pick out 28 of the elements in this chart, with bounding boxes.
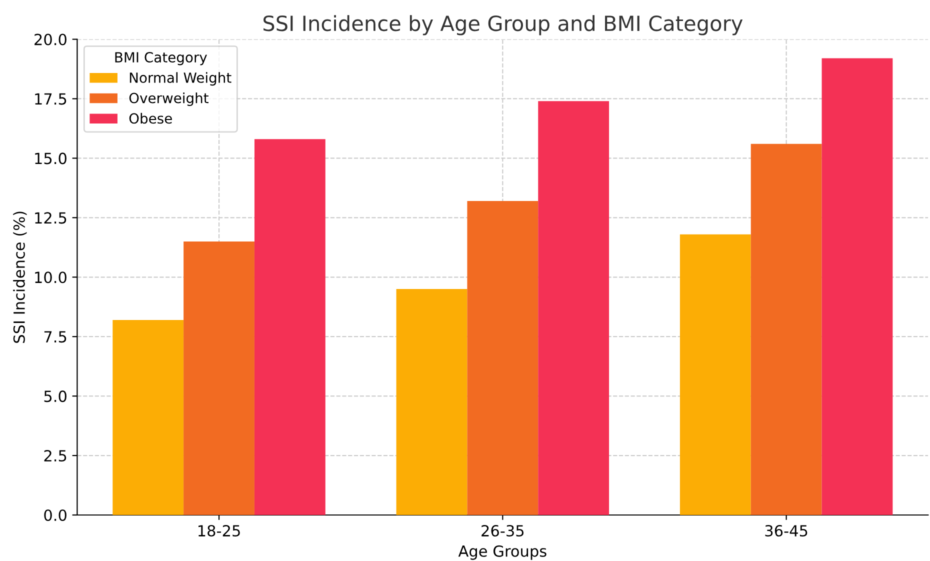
x-tick-label: 18-25 <box>198 524 240 537</box>
bar <box>112 320 184 515</box>
bar <box>396 289 468 515</box>
y-tick-label: 20.0 <box>34 34 66 46</box>
legend-title: BMI Category <box>115 52 207 66</box>
bar <box>750 144 822 515</box>
y-tick-label: 5.0 <box>44 390 66 402</box>
y-tick-label: 2.5 <box>44 450 66 462</box>
bar <box>467 201 538 515</box>
legend-label: Overweight <box>129 92 208 106</box>
y-tick-label: 17.5 <box>35 93 66 105</box>
bar <box>184 241 254 515</box>
legend-label: Obese <box>129 112 172 124</box>
bar <box>538 101 610 515</box>
bar <box>680 234 751 515</box>
y-tick-label: 7.5 <box>44 331 66 343</box>
x-tick-label: 36-45 <box>765 524 808 537</box>
x-tick-label: 26-35 <box>482 524 524 537</box>
bar <box>254 139 326 515</box>
y-axis-title: SSI Incidence (%) <box>13 212 27 343</box>
y-tick-label: 0.0 <box>44 509 66 522</box>
bar <box>822 58 893 515</box>
y-tick-label: 12.5 <box>35 212 66 224</box>
y-tick-label: 10.0 <box>35 272 66 284</box>
legend-label: Normal Weight <box>130 72 232 86</box>
x-axis-title: Age Groups <box>458 545 546 560</box>
y-tick-label: 15.0 <box>35 152 66 164</box>
chart-title: SSI Incidence by Age Group and BMI Category <box>263 15 743 36</box>
